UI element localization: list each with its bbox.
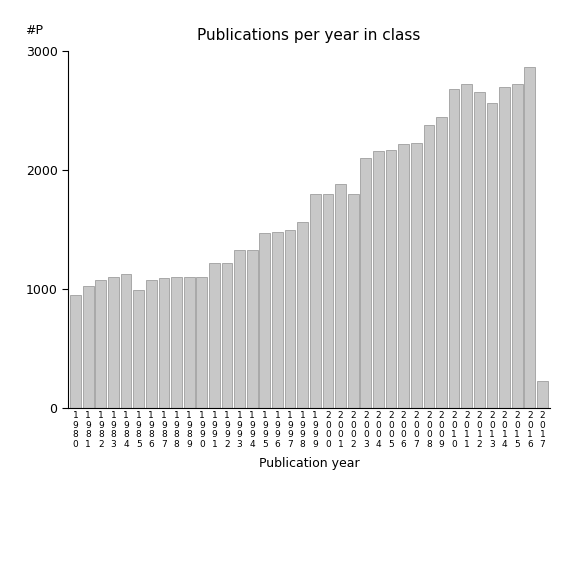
Bar <box>297 222 308 408</box>
Bar <box>209 263 220 408</box>
Bar <box>398 144 409 408</box>
Text: #P: #P <box>24 24 43 37</box>
Bar <box>70 295 81 408</box>
Bar <box>386 150 396 408</box>
Bar <box>411 143 422 408</box>
Bar <box>184 277 194 408</box>
Bar <box>373 151 384 408</box>
Bar <box>95 280 106 408</box>
Bar <box>121 274 132 408</box>
Bar <box>537 381 548 408</box>
Bar <box>512 84 523 408</box>
Bar <box>83 286 94 408</box>
Bar <box>348 194 358 408</box>
Bar <box>234 250 245 408</box>
Bar <box>448 89 459 408</box>
Bar <box>285 230 295 408</box>
Bar <box>524 66 535 408</box>
Bar <box>335 184 346 408</box>
Bar <box>146 280 156 408</box>
Bar <box>310 194 321 408</box>
Bar <box>424 125 434 408</box>
Bar <box>171 277 182 408</box>
Bar <box>323 194 333 408</box>
Bar <box>462 84 472 408</box>
Bar <box>247 250 257 408</box>
Title: Publications per year in class: Publications per year in class <box>197 28 421 43</box>
Bar <box>133 290 144 408</box>
X-axis label: Publication year: Publication year <box>259 458 359 471</box>
Bar <box>272 232 283 408</box>
Bar <box>361 158 371 408</box>
Bar <box>474 91 485 408</box>
Bar <box>159 278 170 408</box>
Bar <box>222 263 232 408</box>
Bar <box>486 103 497 408</box>
Bar <box>436 116 447 408</box>
Bar <box>108 277 119 408</box>
Bar <box>260 233 270 408</box>
Bar <box>196 277 207 408</box>
Bar <box>499 87 510 408</box>
